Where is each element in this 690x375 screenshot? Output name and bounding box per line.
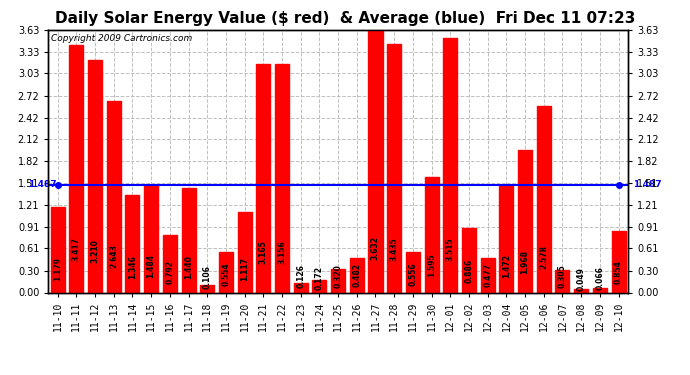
Text: 1.487: 1.487 [28,180,57,189]
Text: 0.554: 0.554 [221,262,230,286]
Bar [200,285,214,292]
Text: 1.179: 1.179 [53,257,62,281]
Text: Copyright 2009 Cartronics.com: Copyright 2009 Cartronics.com [51,34,193,43]
Text: 0.305: 0.305 [558,265,567,288]
Bar [107,101,121,292]
Text: 0.854: 0.854 [614,260,623,284]
Text: 1.595: 1.595 [427,254,436,277]
Text: 1.484: 1.484 [147,254,156,278]
Bar [518,150,532,292]
Bar [368,30,382,292]
Text: 0.066: 0.066 [595,266,604,290]
Bar [424,177,439,292]
Bar [481,258,495,292]
Text: 0.049: 0.049 [577,267,586,291]
Bar [294,284,308,292]
Text: 2.578: 2.578 [540,244,549,268]
Bar [181,188,195,292]
Bar [443,38,457,292]
Text: 0.106: 0.106 [203,265,212,289]
Bar [313,280,326,292]
Text: 3.210: 3.210 [90,239,99,263]
Bar [144,185,158,292]
Bar [611,231,626,292]
Text: 1.487: 1.487 [633,180,662,189]
Bar [350,258,364,292]
Bar [50,207,65,292]
Text: 1.346: 1.346 [128,255,137,279]
Text: 0.477: 0.477 [483,263,492,287]
Text: Daily Solar Energy Value ($ red)  & Average (blue)  Fri Dec 11 07:23: Daily Solar Energy Value ($ red) & Avera… [55,11,635,26]
Bar [126,195,139,292]
Text: 0.792: 0.792 [166,260,175,284]
Text: 0.556: 0.556 [408,262,417,286]
Text: 3.156: 3.156 [277,240,286,264]
Bar [275,64,289,292]
Bar [593,288,607,292]
Text: 3.165: 3.165 [259,240,268,264]
Bar [406,252,420,292]
Text: 3.632: 3.632 [371,236,380,260]
Text: 2.643: 2.643 [109,244,118,268]
Text: 0.482: 0.482 [353,263,362,287]
Bar [537,106,551,292]
Text: 0.886: 0.886 [464,259,473,284]
Bar [69,45,83,292]
Bar [500,186,513,292]
Text: 0.172: 0.172 [315,266,324,290]
Bar [331,269,345,292]
Text: 3.417: 3.417 [72,237,81,261]
Bar [237,212,252,292]
Text: 1.440: 1.440 [184,255,193,279]
Bar [88,60,102,292]
Bar [555,270,569,292]
Text: 1.472: 1.472 [502,254,511,278]
Text: 3.515: 3.515 [446,237,455,261]
Bar [462,228,476,292]
Text: 0.126: 0.126 [296,264,305,288]
Bar [574,289,588,292]
Text: 0.320: 0.320 [333,264,343,288]
Text: 1.968: 1.968 [520,250,529,274]
Bar [387,44,401,292]
Text: 3.435: 3.435 [390,237,399,261]
Text: 1.117: 1.117 [240,257,249,281]
Bar [256,64,270,292]
Bar [163,235,177,292]
Bar [219,252,233,292]
